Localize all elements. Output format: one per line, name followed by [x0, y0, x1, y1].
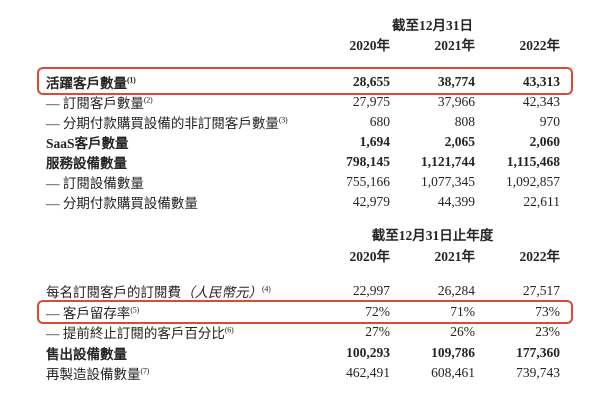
year-header: 2020年: [349, 248, 391, 264]
row-value: 27,975: [352, 94, 390, 109]
table-row: — 客戶留存率(5) 72% 71% 73%: [37, 299, 573, 324]
table-row: — 提前終止訂閱的客戶百分比(6) 27% 26% 23%: [46, 322, 560, 343]
row-label: — 客戶留存率(5): [46, 305, 139, 321]
year-header: 2021年: [434, 38, 476, 53]
row-value: 109,786: [431, 344, 475, 360]
table-row: — 分期付款購買設備的非訂閱客戶數量(3) 680 808 970: [46, 112, 560, 132]
row-value: 27%: [365, 324, 390, 340]
row-label: — 分期付款購買設備數量: [46, 196, 198, 211]
row-value: 462,491: [346, 365, 390, 381]
row-value: 177,360: [516, 344, 560, 360]
row-value: 42,979: [352, 194, 390, 209]
row-label: 售出設備數量: [46, 346, 127, 362]
footnote-marker: (1): [127, 75, 136, 85]
row-value: 27,517: [522, 283, 560, 299]
row-value: 26,284: [437, 283, 475, 299]
period-header: 截至12月31日止年度: [371, 228, 494, 244]
year-header: 2020年: [349, 38, 391, 53]
footnote-marker: (2): [143, 95, 153, 105]
row-value: 680: [369, 114, 390, 129]
row-value: 72%: [365, 303, 390, 319]
row-value: 608,461: [431, 365, 475, 381]
footnote-marker: (3): [278, 115, 288, 125]
footnote-marker: (5): [130, 305, 139, 315]
row-value: 22,611: [523, 194, 560, 209]
row-value: 43,313: [522, 74, 560, 89]
row-label: 再製造設備數量(7): [46, 366, 150, 383]
year-header: 2022年: [519, 248, 561, 264]
row-value: 1,694: [359, 134, 390, 149]
row-value: 71%: [450, 303, 475, 319]
footnote-marker: (4): [262, 284, 271, 294]
footnote-marker: (7): [140, 366, 150, 376]
row-value: 798,145: [346, 154, 390, 169]
footnote-marker: (6): [224, 325, 234, 335]
row-value: 28,655: [352, 74, 390, 89]
subscription-metrics-table: 截至12月31日止年度 2020年 2021年 2022年 每名訂閱客戶的訂閱費…: [37, 224, 573, 384]
row-value: 100,293: [346, 344, 390, 360]
table-row: 服務設備數量 798,145 1,121,744 1,115,468: [46, 152, 560, 172]
row-value: 22,997: [352, 283, 390, 299]
row-label: 服務設備數量: [46, 156, 127, 171]
row-value: 1,121,744: [421, 154, 475, 169]
row-value: 26%: [450, 324, 475, 340]
table-row: — 訂閱客戶數量(2) 27,975 37,966 42,343: [46, 92, 560, 112]
row-label: — 訂閱客戶數量(2): [46, 95, 153, 111]
row-value: 23%: [535, 324, 560, 340]
row-value: 739,743: [516, 365, 560, 381]
row-value: 1,092,857: [506, 174, 560, 189]
row-value: 2,060: [529, 134, 560, 149]
row-label: SaaS客戶數量: [46, 136, 129, 151]
row-value: 37,966: [437, 94, 475, 109]
row-value: 44,399: [437, 194, 475, 209]
row-label: 每名訂閱客戶的訂閱費（人民幣元）(4): [46, 284, 271, 301]
row-value: 2,065: [444, 134, 475, 149]
period-header-row: 截至12月31日止年度: [46, 224, 560, 245]
table-row: — 分期付款購買設備數量 42,979 44,399 22,611: [46, 192, 560, 212]
document-content: 截至12月31日 2020年 2021年 2022年 活躍客戶數量(1) 28,6…: [37, 14, 573, 384]
years-header-row: 2020年 2021年 2022年: [46, 245, 561, 266]
table-rows: 每名訂閱客戶的訂閱費（人民幣元）(4) 22,997 26,284 27,517— 客…: [37, 281, 573, 384]
year-header: 2022年: [519, 38, 561, 53]
row-value: 38,774: [437, 74, 475, 89]
table-row: 再製造設備數量(7) 462,491 608,461 739,743: [46, 363, 560, 384]
row-label: — 訂閱設備數量: [46, 176, 144, 191]
years-header-row: 2020年 2021年 2022年: [46, 34, 561, 54]
table-row: 售出設備數量 100,293 109,786 177,360: [46, 343, 560, 364]
period-header-row: 截至12月31日: [46, 14, 560, 34]
row-value: 73%: [535, 303, 560, 319]
table-row: SaaS客戶數量 1,694 2,065 2,060: [46, 132, 560, 152]
customer-metrics-table: 截至12月31日 2020年 2021年 2022年 活躍客戶數量(1) 28,6…: [37, 14, 573, 212]
row-label: 活躍客戶數量(1): [46, 75, 136, 91]
year-header: 2021年: [434, 248, 476, 264]
row-value: 1,115,468: [506, 154, 560, 169]
row-value: 1,077,345: [421, 174, 475, 189]
period-header: 截至12月31日: [392, 18, 473, 33]
table-row: 活躍客戶數量(1) 28,655 38,774 43,313: [37, 67, 573, 95]
table-row: — 訂閱設備數量 755,166 1,077,345 1,092,857: [46, 172, 560, 192]
row-value: 970: [539, 114, 560, 129]
row-label: — 分期付款購買設備的非訂閱客戶數量(3): [46, 115, 288, 131]
row-value: 755,166: [346, 174, 390, 189]
table-row: 每名訂閱客戶的訂閱費（人民幣元）(4) 22,997 26,284 27,517: [46, 281, 560, 302]
row-value: 42,343: [522, 94, 560, 109]
table-rows: 活躍客戶數量(1) 28,655 38,774 43,313 — 訂閱客戶數量(2) 27…: [37, 67, 573, 212]
row-label: — 提前終止訂閱的客戶百分比(6): [46, 325, 234, 342]
row-value: 808: [454, 114, 475, 129]
